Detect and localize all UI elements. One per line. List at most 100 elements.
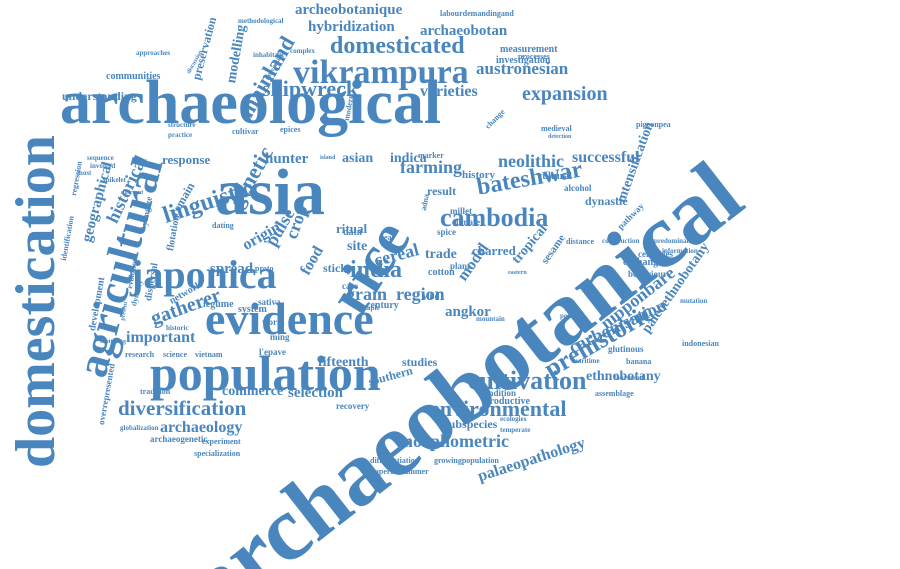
- cloud-word: behaviour: [628, 269, 668, 279]
- cloud-word: wild: [423, 291, 440, 301]
- cloud-word: indica: [390, 151, 427, 166]
- cloud-word: construction: [602, 237, 640, 245]
- cloud-word: expansion: [522, 83, 608, 105]
- cloud-word: cotton: [428, 267, 455, 278]
- cloud-word: diversification: [118, 396, 247, 420]
- cloud-word: involved: [90, 162, 116, 170]
- cloud-word: sticky: [323, 261, 353, 275]
- cloud-word: fifteenth: [318, 355, 369, 370]
- cloud-word: cultivation: [468, 366, 587, 395]
- cloud-word: domesticated: [330, 33, 465, 59]
- cloud-word: possible: [560, 312, 584, 320]
- cloud-word: dating: [212, 221, 234, 230]
- cloud-word: region: [396, 284, 445, 304]
- cloud-word: detection: [548, 134, 572, 140]
- cloud-word: asian: [342, 151, 374, 166]
- cloud-word: ritual: [336, 221, 368, 236]
- cloud-word: marker: [418, 151, 444, 160]
- cloud-word: fourteenth: [614, 374, 646, 382]
- cloud-word: sativa: [258, 297, 281, 307]
- cloud-word: growingpopulation: [434, 456, 499, 465]
- cloud-word: climate: [452, 217, 480, 227]
- cloud-word: communities: [106, 71, 161, 82]
- cloud-word: charred: [472, 243, 516, 258]
- cloud-word: banana: [626, 357, 652, 366]
- cloud-word: morphometric: [398, 431, 509, 451]
- cloud-word: spice: [437, 227, 456, 237]
- cloud-word: farming: [400, 157, 462, 177]
- cloud-word: vikrampura: [293, 54, 469, 91]
- cloud-word: adna: [419, 193, 431, 212]
- cloud-word: archaeology: [160, 419, 243, 436]
- cloud-word: investigation: [496, 55, 551, 66]
- cloud-word: austronesian: [476, 59, 569, 78]
- cloud-word: response: [162, 152, 211, 167]
- cloud-word: l'epave: [259, 347, 286, 357]
- cloud-word: science: [163, 350, 187, 359]
- cloud-word: studies: [402, 355, 438, 369]
- cloud-word: different: [121, 190, 144, 196]
- cloud-word: important: [126, 329, 196, 346]
- cloud-word: experiment: [202, 437, 241, 446]
- cloud-word: century: [366, 300, 399, 311]
- cloud-word: distance: [566, 237, 594, 246]
- cloud-word: understanding: [62, 89, 137, 103]
- cloud-word: japonica: [130, 252, 277, 297]
- cloud-word: selection: [288, 385, 343, 401]
- cloud-word: tradition: [140, 387, 171, 396]
- cloud-word: history: [462, 169, 495, 181]
- cloud-word: varieties: [420, 83, 478, 100]
- cloud-word: commerce: [222, 384, 284, 399]
- cloud-word: historic: [166, 324, 189, 332]
- cloud-word: vietnam: [195, 350, 223, 359]
- cloud-word: regression: [69, 160, 84, 197]
- cloud-word: asia: [215, 156, 326, 229]
- cloud-word: hybridization: [308, 19, 395, 35]
- cloud-word: complex: [290, 47, 315, 55]
- cloud-word: pigeonpea: [636, 120, 671, 129]
- cloud-word: epices: [280, 125, 301, 134]
- cloud-word: eastern: [508, 270, 527, 276]
- cloud-word: recovery: [336, 401, 370, 411]
- cloud-word: staple: [362, 304, 380, 312]
- cloud-word: data: [343, 227, 362, 238]
- cloud-word: inhabitant: [253, 51, 285, 59]
- cloud-word: system: [238, 304, 267, 315]
- cloud-word: cultivar: [232, 127, 259, 136]
- cloud-word: proto: [255, 264, 274, 273]
- cloud-word: approaches: [136, 49, 171, 57]
- cloud-word: most: [77, 169, 92, 177]
- cloud-word: glutinous: [608, 344, 644, 354]
- cloud-word: island: [320, 155, 336, 161]
- cloud-word: medieval: [541, 124, 572, 133]
- cloud-word: result: [427, 184, 457, 198]
- cloud-word: research: [125, 350, 155, 359]
- cloud-word: archaeobotan: [420, 23, 508, 39]
- cloud-word: shattering: [100, 339, 126, 345]
- cloud-word: archaeological: [60, 69, 442, 137]
- cloud-word: differentiation: [370, 456, 420, 465]
- cloud-word: methodological: [238, 17, 284, 25]
- cloud-word: temperate: [500, 426, 531, 434]
- cloud-word: year: [380, 233, 396, 242]
- cloud-word: spikelet: [103, 176, 126, 184]
- cloud-word: population: [150, 345, 381, 401]
- cloud-word: shipwreck: [262, 76, 359, 101]
- cloud-word: exchange: [623, 257, 663, 268]
- cloud-word: hunter: [265, 151, 309, 167]
- cloud-word: trade: [425, 247, 457, 262]
- cloud-word: environmental: [430, 396, 567, 421]
- cloud-word: grain: [346, 284, 388, 304]
- cloud-word: ethnobotany: [586, 369, 661, 384]
- cloud-word: dynastie: [585, 194, 628, 208]
- cloud-word: successful: [572, 149, 640, 166]
- cloud-word: globalization: [120, 424, 159, 432]
- cloud-word: spread: [210, 261, 254, 277]
- cloud-word: assemblage: [595, 389, 634, 398]
- cloud-word: sequence: [87, 154, 114, 162]
- cloud-word: mountain: [476, 315, 505, 323]
- cloud-word: productive: [484, 396, 530, 407]
- cloud-word: change: [483, 107, 507, 131]
- cloud-word: ming: [270, 332, 290, 342]
